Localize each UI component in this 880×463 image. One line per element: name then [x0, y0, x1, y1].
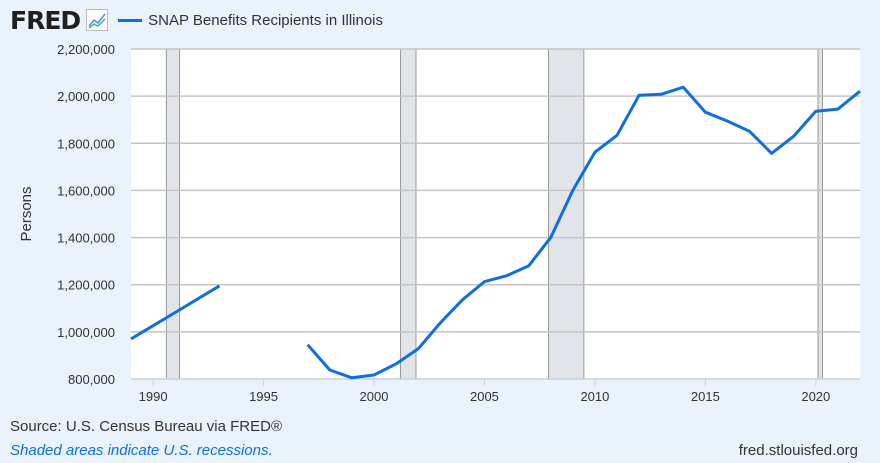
chart-header: FRED SNAP Benefits Recipients in Illinoi… [10, 5, 384, 35]
legend-label: SNAP Benefits Recipients in Illinois [148, 11, 384, 29]
x-tick-label: 2010 [580, 389, 609, 404]
y-tick-label: 800,000 [68, 372, 115, 387]
recession-band [400, 48, 417, 380]
recession-note: Shaded areas indicate U.S. recessions. [10, 442, 273, 459]
source-text: Source: U.S. Census Bureau via FRED® [10, 418, 282, 435]
recession-band [165, 48, 181, 380]
y-tick-label: 1,800,000 [57, 136, 115, 151]
recession-band [817, 48, 823, 380]
legend-swatch [118, 18, 143, 22]
line-chart-icon [86, 9, 109, 31]
series-line [306, 85, 861, 380]
fred-logo[interactable]: FRED [10, 5, 81, 35]
recession-band [548, 48, 585, 380]
y-tick-label: 1,600,000 [57, 183, 115, 198]
site-link[interactable]: fred.stlouisfed.org [738, 442, 858, 459]
y-tick-label: 1,200,000 [57, 278, 115, 293]
y-axis-label: Persons [18, 186, 35, 241]
y-tick-label: 2,000,000 [57, 89, 115, 104]
y-tick-label: 1,400,000 [57, 231, 115, 246]
x-tick-label: 2000 [360, 389, 389, 404]
plot-area [131, 49, 860, 379]
x-tick-label: 1995 [249, 389, 278, 404]
x-tick-label: 2015 [691, 389, 720, 404]
y-tick-label: 2,200,000 [57, 42, 115, 57]
x-tick-label: 1990 [139, 389, 168, 404]
y-tick-label: 1,000,000 [57, 325, 115, 340]
x-tick-label: 2005 [470, 389, 499, 404]
x-tick-label: 2020 [801, 389, 830, 404]
